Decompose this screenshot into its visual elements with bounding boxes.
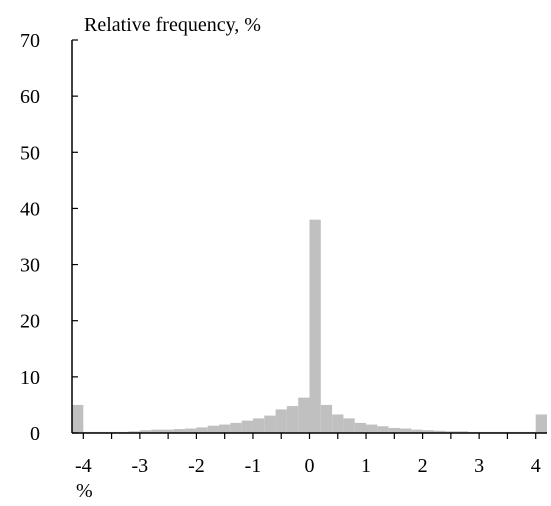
y-tick-label: 20 [20, 311, 40, 333]
x-axis-ticks: -4 -3 -2 -1 0 1 2 3 4 [75, 433, 541, 477]
x-tick-label: 3 [474, 455, 484, 477]
y-tick-label: 10 [20, 367, 40, 389]
histogram-bar-41 [535, 414, 547, 433]
y-tick-label: 60 [20, 86, 40, 108]
histogram-bar-12 [207, 425, 220, 433]
x-tick-label: -1 [245, 455, 262, 477]
y-tick-label: 50 [20, 142, 40, 164]
histogram-bar-20 [298, 397, 310, 433]
histogram-bar-14 [230, 422, 242, 433]
histogram-bar-21 [309, 219, 321, 433]
x-tick-label: -3 [132, 455, 149, 477]
histogram-bar-26 [366, 424, 378, 433]
histogram-bar-5 [128, 431, 140, 433]
x-tick-label: -2 [188, 455, 205, 477]
histogram-bar-34 [456, 431, 468, 433]
histogram-bar-27 [377, 426, 389, 433]
histogram-bar-8 [162, 429, 174, 433]
histogram-bar-19 [286, 406, 299, 433]
y-axis-title: Relative frequency, % [84, 14, 261, 36]
histogram-bar-10 [185, 428, 197, 433]
y-tick-label: 30 [20, 255, 40, 277]
histogram-bar-22 [320, 404, 333, 433]
histogram-bar-17 [264, 415, 276, 433]
histogram-bar-15 [241, 420, 253, 433]
y-tick-label: 0 [30, 423, 40, 445]
histogram-bar-11 [196, 427, 208, 433]
histogram-bar-23 [332, 414, 344, 433]
histogram-bar-25 [354, 422, 367, 433]
histogram-bar-16 [252, 418, 265, 433]
x-tick-label: 1 [361, 455, 371, 477]
histogram-bar-28 [388, 427, 400, 433]
histogram-bar-29 [399, 428, 412, 433]
histogram-bar-6 [139, 430, 152, 433]
x-tick-label: 4 [531, 455, 541, 477]
histogram-bar-0 [72, 404, 84, 433]
histogram-bars [72, 219, 547, 433]
histogram-bar-9 [173, 429, 186, 433]
y-tick-label: 40 [20, 198, 40, 220]
histogram-bar-24 [343, 418, 355, 433]
histogram-bar-31 [422, 430, 434, 433]
histogram-bar-30 [411, 429, 423, 433]
x-tick-label: -4 [75, 455, 92, 477]
histogram-bar-33 [445, 431, 457, 433]
x-axis-title: % [76, 480, 93, 502]
y-tick-label: 70 [20, 30, 40, 52]
x-tick-label: 2 [418, 455, 428, 477]
x-tick-label: 0 [305, 455, 315, 477]
histogram-bar-7 [151, 429, 163, 433]
histogram-bar-32 [433, 430, 446, 433]
histogram-bar-13 [219, 424, 231, 433]
y-axis-ticks: 0 10 20 30 40 50 60 70 [20, 30, 78, 445]
histogram-bar-18 [275, 409, 287, 433]
